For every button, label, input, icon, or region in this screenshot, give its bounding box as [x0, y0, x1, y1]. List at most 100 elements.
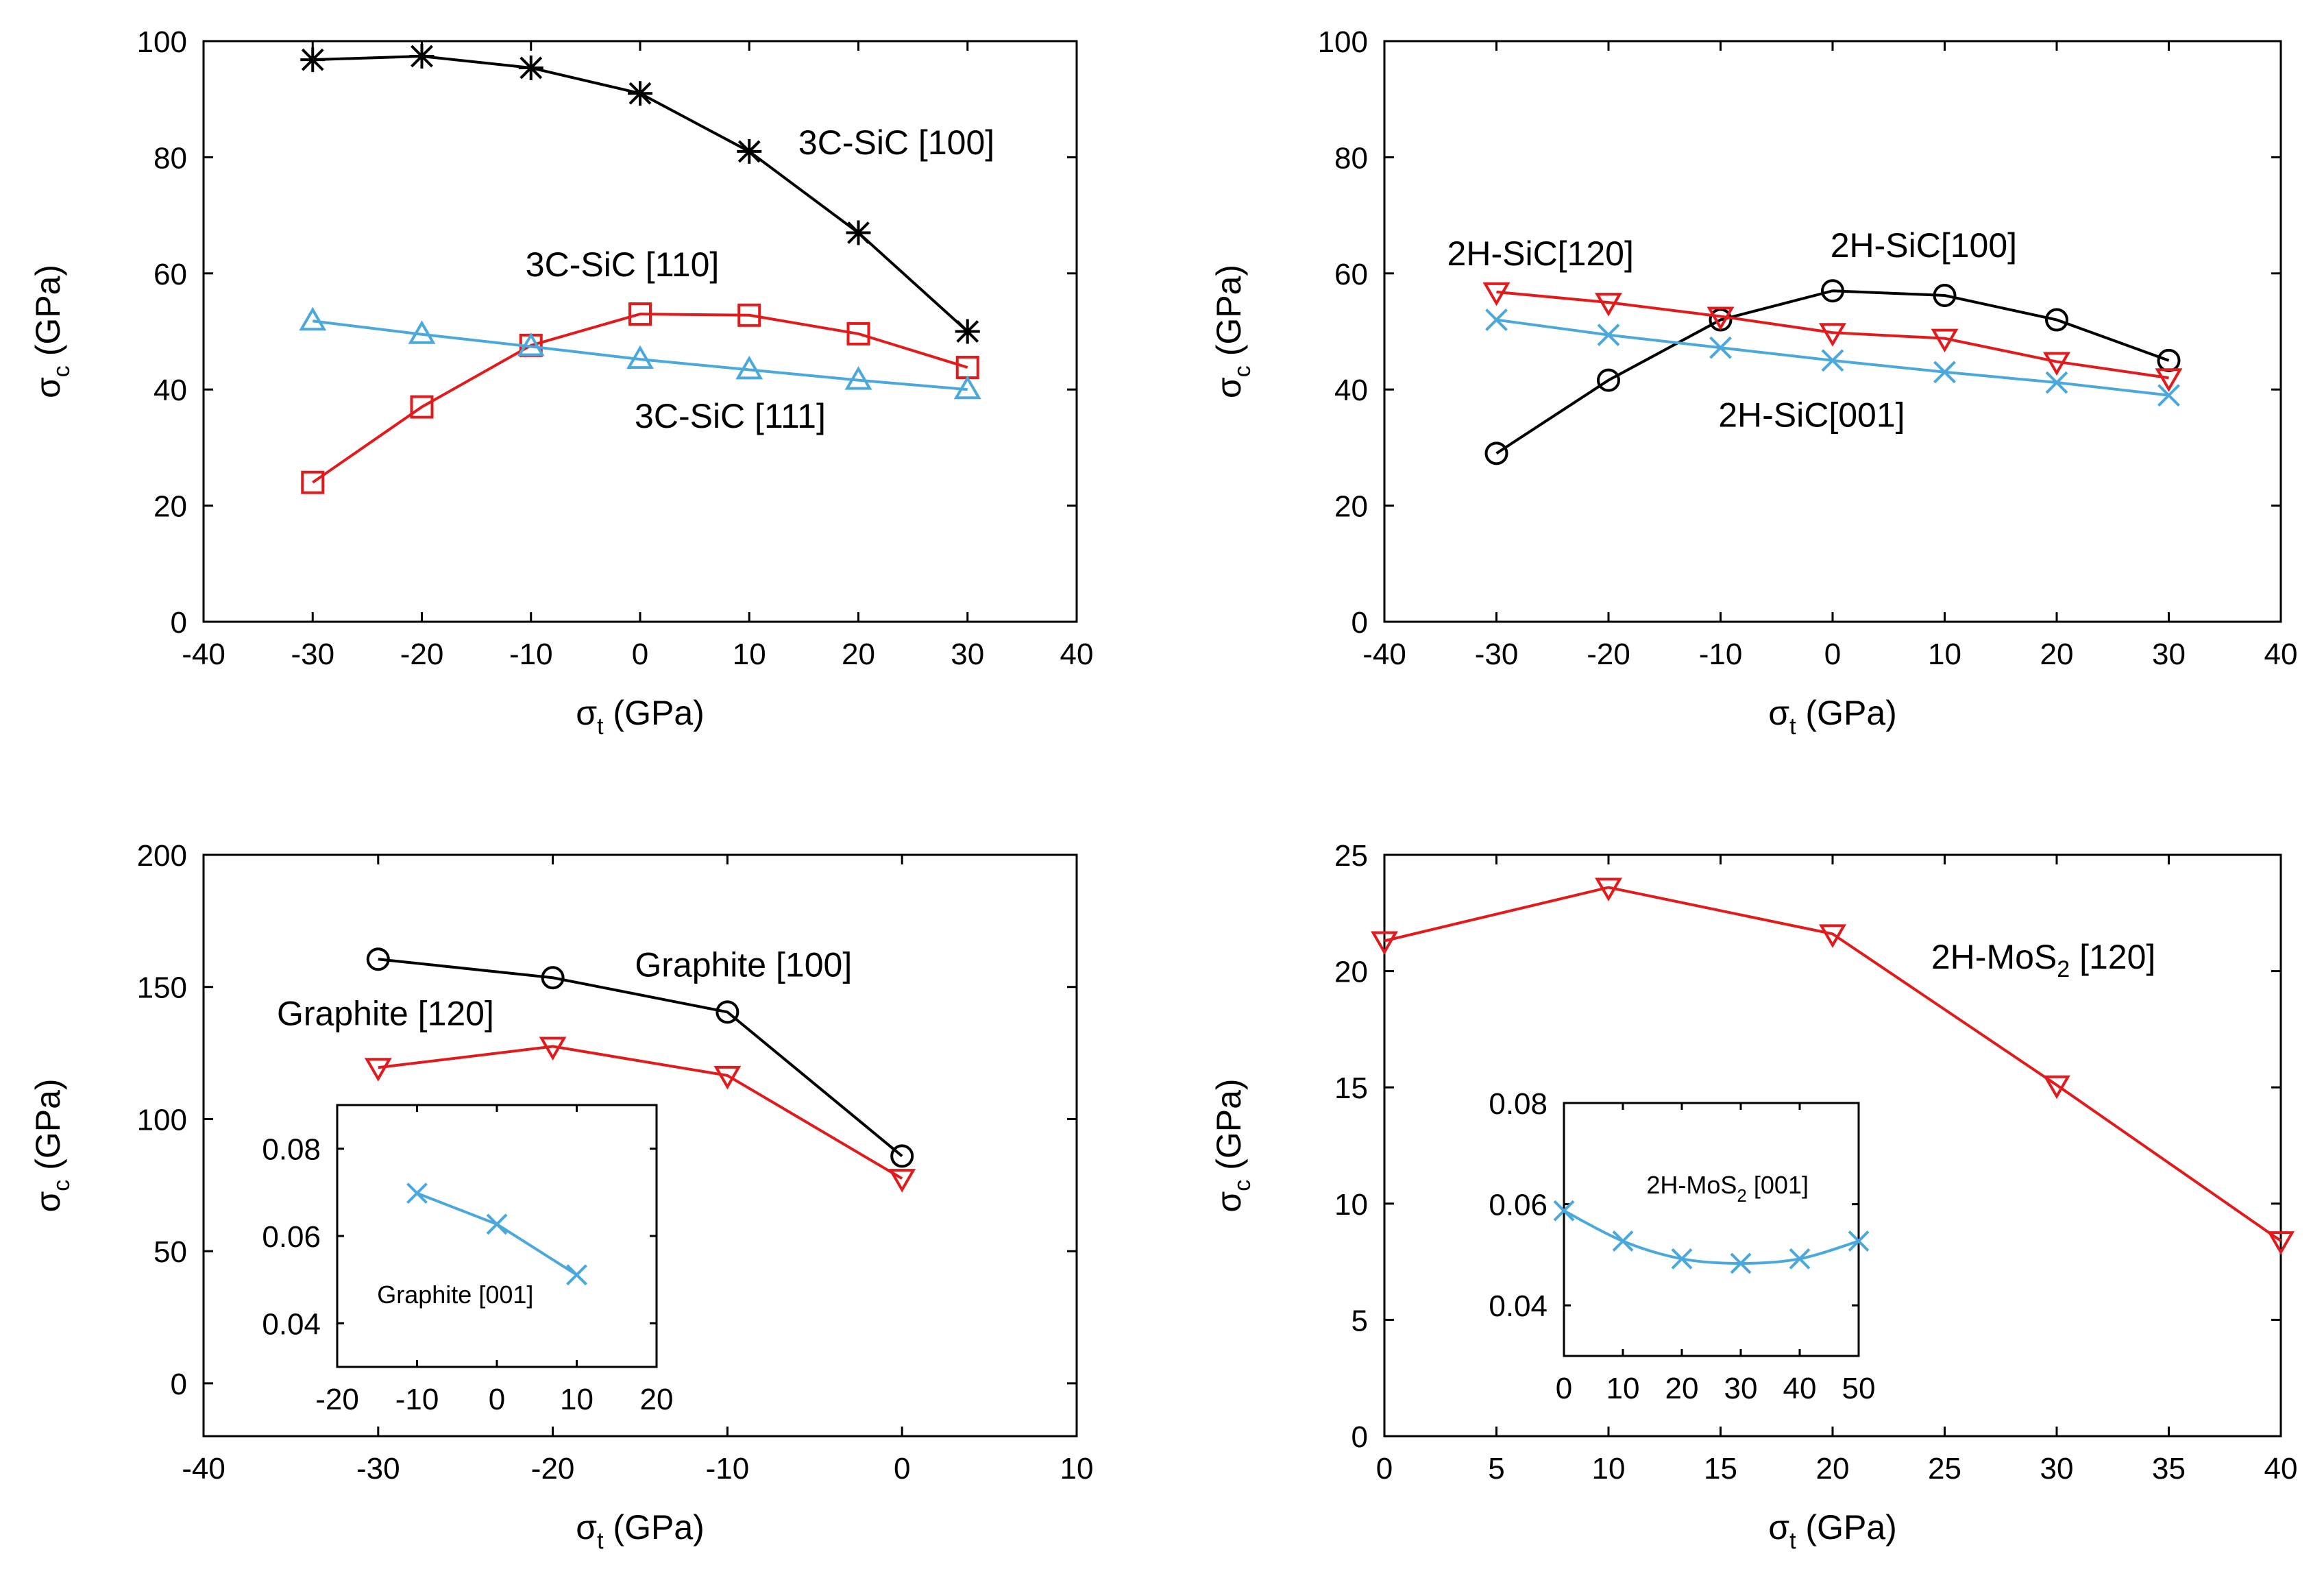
inset-data-point	[566, 1264, 587, 1286]
y-axis-label: σc (GPa)	[1210, 1078, 1256, 1212]
inset-x-tick-label: 10	[560, 1383, 594, 1416]
y-tick-label: 20	[1334, 956, 1368, 989]
inset-x-tick-label: 20	[1665, 1372, 1699, 1405]
inset-data-point	[1553, 1200, 1575, 1222]
x-tick-label: 40	[2264, 1452, 2298, 1486]
x-tick-label: -20	[531, 1452, 575, 1486]
series-0	[1484, 279, 2181, 465]
data-point	[715, 1000, 739, 1024]
y-tick-label: 200	[137, 839, 187, 873]
inset-x-tick-label: 10	[1606, 1372, 1640, 1405]
series-1	[1482, 282, 2183, 392]
data-point	[2157, 384, 2180, 407]
data-point	[628, 81, 652, 106]
data-point	[735, 355, 763, 380]
data-point	[364, 1058, 392, 1082]
data-point	[299, 306, 327, 331]
x-tick-label: -40	[182, 1452, 225, 1486]
data-point	[890, 1144, 914, 1168]
series-annotation: Graphite [100]	[635, 945, 852, 984]
series-line	[312, 313, 968, 484]
y-tick-label: 0	[1351, 1420, 1368, 1454]
series-0	[366, 947, 914, 1168]
data-point	[300, 47, 326, 73]
series-annotation: 3C-SiC [111]	[635, 397, 826, 435]
x-tick-label: -30	[1475, 638, 1519, 671]
data-point	[953, 375, 981, 400]
series-annotation: Graphite [001]	[377, 1281, 533, 1309]
data-point	[1819, 323, 1846, 347]
data-point	[846, 220, 871, 245]
x-tick-label: 30	[951, 638, 984, 671]
x-tick-label: -30	[356, 1452, 400, 1486]
x-tick-label: 0	[894, 1452, 910, 1486]
x-tick-label: 10	[1060, 1452, 1094, 1486]
inset-frame	[1563, 1102, 1860, 1357]
y-tick-label: 0	[1351, 606, 1368, 640]
y-tick-label: 0	[171, 606, 187, 640]
inset-frame	[336, 1104, 658, 1368]
data-point	[888, 1169, 916, 1193]
series-annotation: 3C-SiC [100]	[798, 123, 994, 162]
inset-data-point	[1848, 1231, 1870, 1252]
x-tick-label: 0	[1376, 1452, 1393, 1486]
inset-plot: -20 -10 0 10 20 0.04 0.06 0.08 Graphite [001]	[262, 1104, 674, 1416]
y-tick-label: 5	[1351, 1304, 1368, 1337]
data-point	[2155, 368, 2183, 392]
inset-x-tick-label: 40	[1783, 1372, 1817, 1405]
panel-d-2h-mos2: 0 5 10 15 20 25 30 35 40 0 5 10 15 20 25 σt (GPa) σc (GP…	[1210, 839, 2297, 1554]
inset-x-tick-label: 50	[1842, 1372, 1876, 1405]
data-point	[737, 303, 761, 327]
x-tick-label: 0	[632, 638, 648, 671]
x-axis-label: σt (GPa)	[1768, 1508, 1897, 1554]
series-annotation: 2H-SiC[001]	[1718, 396, 1905, 434]
x-tick-label: 20	[1816, 1452, 1850, 1486]
x-tick-label: -10	[1699, 638, 1743, 671]
series-annotation: Graphite [120]	[277, 995, 494, 1033]
x-tick-label: 0	[1824, 638, 1841, 671]
series-line	[1496, 290, 2169, 380]
series-1	[364, 1036, 916, 1193]
data-point	[1821, 349, 1844, 372]
series-line	[1496, 318, 2169, 397]
inset-x-tick-label: 30	[1724, 1372, 1758, 1405]
x-tick-label: -20	[1587, 638, 1630, 671]
data-point	[1482, 282, 1510, 306]
inset-series-line	[1563, 1209, 1859, 1265]
x-tick-label: 40	[2264, 638, 2298, 671]
panel-a-3c-sic: -40 -30 -20 -10 0 10 20 30 40 0 20 40 60 80 100 σt (GPa…	[29, 25, 1093, 740]
inset-y-tick-label: 0.06	[262, 1220, 321, 1254]
y-tick-label: 20	[154, 490, 187, 524]
x-tick-label: -10	[706, 1452, 750, 1486]
data-point	[1933, 283, 1957, 307]
data-point	[1597, 368, 1620, 392]
x-axis-label: σt (GPa)	[576, 1508, 705, 1554]
inset-x-tick-label: 0	[1556, 1372, 1572, 1405]
panel-b-2h-sic: -40 -30 -20 -10 0 10 20 30 40 0 20 40 60 80 100 σt (GPa…	[1210, 25, 2297, 740]
x-tick-label: 20	[842, 638, 875, 671]
data-point	[626, 345, 654, 369]
data-point	[410, 395, 434, 419]
data-point	[1821, 279, 1844, 303]
x-tick-label: 5	[1488, 1452, 1504, 1486]
data-point	[517, 332, 545, 356]
data-point	[713, 1065, 742, 1090]
plot-frame	[202, 853, 1078, 1438]
x-tick-label: 25	[1928, 1452, 1961, 1486]
data-point	[1597, 324, 1620, 346]
x-tick-label: -20	[400, 638, 444, 671]
data-point	[846, 322, 870, 345]
data-point	[2045, 371, 2068, 394]
y-tick-label: 25	[1334, 839, 1368, 873]
y-tick-label: 40	[1334, 374, 1368, 407]
x-tick-label: 30	[2152, 638, 2186, 671]
inset-x-tick-label: 20	[640, 1383, 674, 1416]
data-point	[844, 366, 872, 390]
x-tick-label: -40	[182, 638, 225, 671]
y-tick-label: 80	[154, 141, 187, 175]
data-point	[1931, 328, 1959, 353]
data-point	[301, 470, 325, 494]
x-axis-label: σt (GPa)	[1768, 694, 1897, 740]
series-0	[1371, 877, 2295, 1255]
data-point	[409, 44, 435, 69]
